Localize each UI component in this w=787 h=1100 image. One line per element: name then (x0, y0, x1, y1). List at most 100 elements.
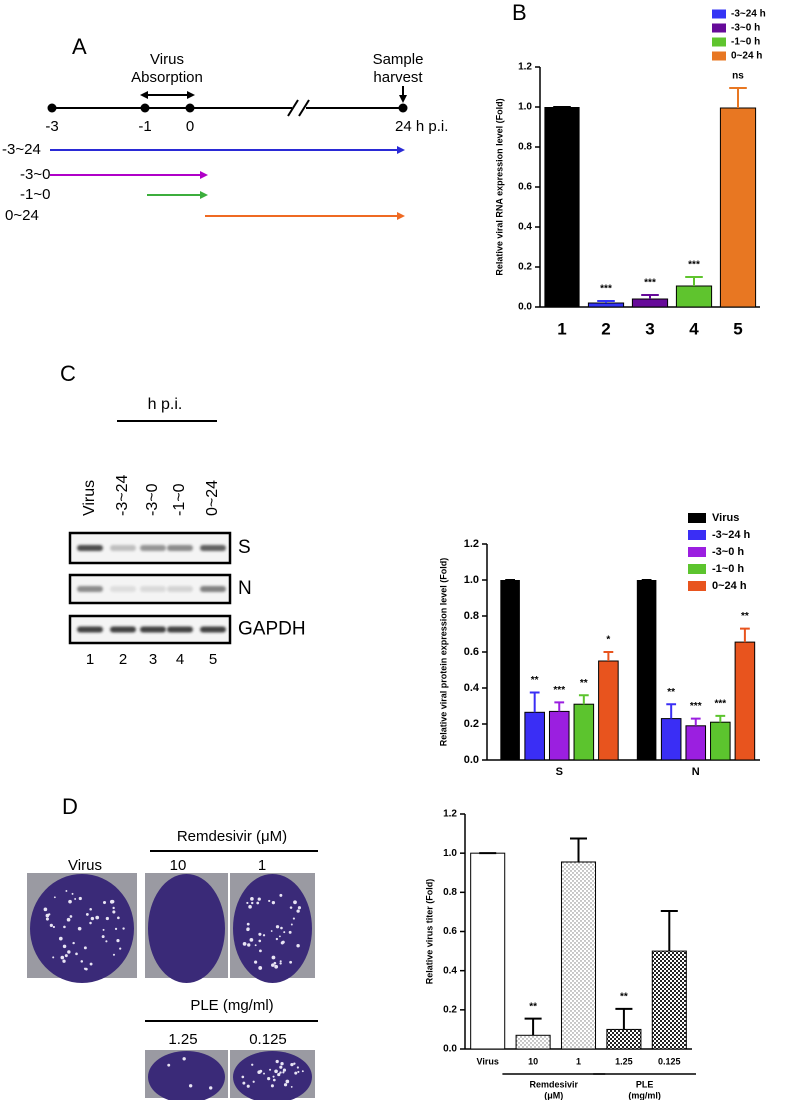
plaque (167, 1063, 171, 1067)
x-tick-label: 1.25 (615, 1056, 633, 1066)
blot-band (140, 626, 166, 633)
plaque (270, 930, 273, 932)
plaque (102, 928, 105, 931)
x-tick-label: 0.125 (658, 1056, 681, 1066)
legend-swatch (688, 530, 706, 540)
significance-label: ** (529, 1001, 537, 1012)
arrow-head (187, 91, 195, 99)
group-label: (μM) (544, 1090, 563, 1100)
significance-label: *** (644, 278, 656, 289)
plaque (272, 1075, 275, 1078)
bar (587, 302, 625, 308)
blot-band (167, 586, 193, 592)
group-label: PLE (636, 1079, 654, 1089)
error-bar (739, 627, 750, 643)
x-tick-label: 4 (689, 319, 699, 338)
plaque (283, 1083, 288, 1087)
plaque (246, 901, 249, 905)
significance-label: *** (553, 685, 565, 696)
error-bar (554, 701, 565, 712)
plaque (117, 916, 120, 920)
plaque (62, 944, 67, 949)
blot-band (200, 626, 226, 633)
plaque (301, 1070, 304, 1073)
legend-label: -3~0 h (712, 546, 744, 558)
bar (660, 718, 682, 761)
significance-label: * (606, 635, 610, 646)
blot-row-label: GAPDH (238, 619, 306, 640)
bar (560, 861, 597, 1050)
plaque (275, 925, 280, 929)
blot-band (140, 586, 166, 592)
plaque (112, 910, 116, 914)
plaque (250, 901, 254, 905)
y-tick-label: 0.8 (518, 142, 532, 153)
plaque (105, 940, 108, 943)
y-tick-label: 0.2 (518, 262, 532, 273)
legend-label: -1~0 h (731, 37, 760, 48)
treatment-arrow-head (397, 212, 405, 220)
plaque (242, 1081, 246, 1085)
blot-band (200, 586, 226, 592)
plate-well (233, 874, 312, 983)
treatment-arrow-head (200, 171, 208, 179)
legend-swatch (712, 9, 726, 19)
plaque (43, 907, 48, 912)
lane-label: 0~24 (204, 480, 221, 516)
plaque (72, 941, 75, 945)
plaque (112, 953, 116, 956)
blot-band (110, 586, 136, 592)
plaque (296, 1066, 299, 1069)
y-tick-label: 1.0 (518, 102, 532, 113)
x-tick-label: 5 (733, 319, 742, 338)
plaque (271, 955, 276, 960)
significance-label: ** (580, 678, 588, 689)
harvest-label: harvest (373, 69, 423, 86)
bar (470, 852, 506, 1050)
panel-label: A (72, 34, 87, 59)
significance-label: *** (714, 699, 726, 710)
y-tick-label: 0.8 (443, 887, 457, 898)
plaque (105, 916, 109, 921)
treatment-label: -3~24 (2, 141, 41, 158)
plaque (262, 934, 266, 937)
plaque (275, 937, 279, 941)
plaque (297, 1070, 300, 1073)
treatment-label: 0~24 (5, 207, 39, 224)
significance-label: ** (667, 687, 675, 698)
error-bar (715, 714, 726, 723)
harvest-label: Sample (373, 51, 424, 68)
plaque (58, 936, 63, 941)
group-label: (mg/ml) (628, 1090, 661, 1100)
plaque (290, 1062, 294, 1067)
bar (515, 1034, 551, 1050)
y-tick-label: 1.2 (464, 538, 479, 550)
plate-well (148, 874, 225, 983)
plaque (248, 905, 252, 909)
plaque (95, 915, 100, 920)
plaque (275, 1059, 279, 1064)
x-tick-label: N (692, 766, 700, 778)
plaque (119, 947, 122, 950)
plaque (297, 906, 301, 910)
legend-label: -3~24 h (731, 9, 766, 20)
legend-label: -3~24 h (712, 529, 750, 541)
error-bar (603, 651, 614, 661)
plaque (68, 899, 72, 904)
bar (719, 107, 757, 308)
plaque (246, 922, 250, 926)
group-label: Remdesivir (530, 1079, 579, 1089)
plaque (279, 962, 282, 965)
plaque (101, 935, 105, 939)
error-bar (578, 694, 589, 705)
legend-label: Virus (712, 512, 739, 524)
significance-label: *** (690, 701, 702, 712)
significance-label: ** (741, 611, 749, 622)
plaque (64, 954, 68, 958)
group-header: Remdesivir (μM) (177, 828, 287, 845)
lane-number: 1 (86, 651, 94, 668)
plaque (253, 960, 258, 964)
plaque (271, 963, 275, 967)
bar (631, 298, 669, 308)
